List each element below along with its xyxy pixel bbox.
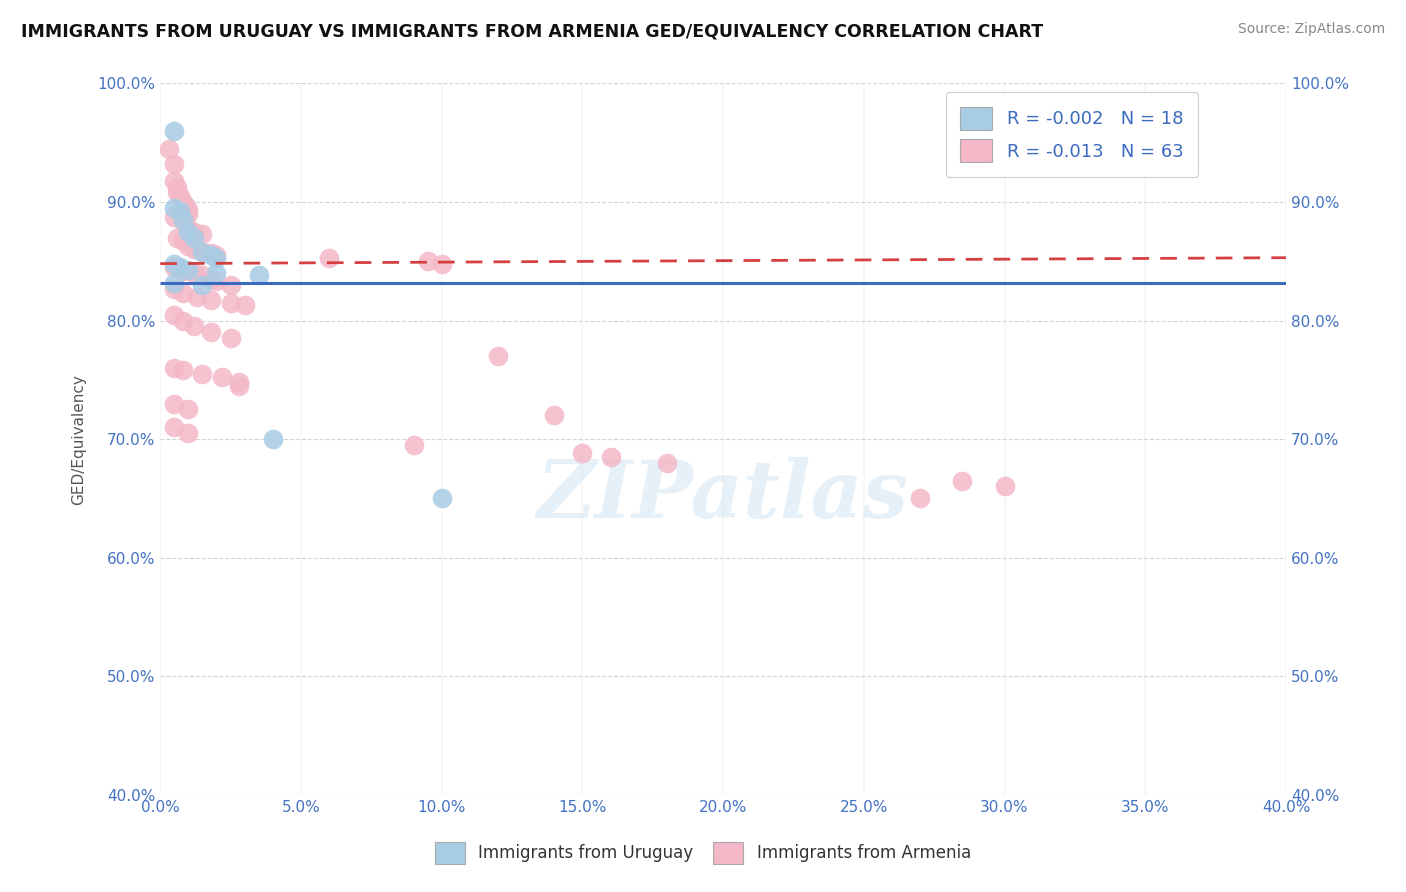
Legend: R = -0.002   N = 18, R = -0.013   N = 63: R = -0.002 N = 18, R = -0.013 N = 63 bbox=[946, 93, 1198, 177]
Point bbox=[163, 260, 186, 275]
Point bbox=[191, 244, 214, 259]
Point bbox=[262, 432, 284, 446]
Point bbox=[172, 286, 194, 301]
Point bbox=[177, 426, 200, 441]
Point bbox=[163, 360, 186, 375]
Point bbox=[183, 225, 205, 239]
Point bbox=[177, 207, 200, 221]
Point bbox=[163, 420, 186, 434]
Point bbox=[205, 274, 228, 288]
Point bbox=[172, 363, 194, 377]
Point bbox=[177, 262, 200, 277]
Point bbox=[205, 248, 228, 262]
Point bbox=[157, 142, 180, 156]
Point bbox=[186, 290, 208, 304]
Point bbox=[219, 295, 242, 310]
Point bbox=[200, 248, 222, 262]
Point bbox=[200, 326, 222, 340]
Point bbox=[183, 319, 205, 334]
Point bbox=[543, 409, 565, 423]
Point bbox=[205, 266, 228, 280]
Text: ZIPatlas: ZIPatlas bbox=[537, 458, 910, 534]
Point bbox=[177, 221, 200, 235]
Point bbox=[191, 268, 214, 283]
Point bbox=[163, 174, 186, 188]
Point bbox=[183, 230, 205, 244]
Point bbox=[163, 257, 186, 271]
Point bbox=[177, 225, 200, 239]
Point bbox=[200, 272, 222, 286]
Point bbox=[191, 367, 214, 381]
Legend: Immigrants from Uruguay, Immigrants from Armenia: Immigrants from Uruguay, Immigrants from… bbox=[429, 836, 977, 871]
Point bbox=[166, 179, 188, 194]
Point bbox=[166, 186, 188, 200]
Point bbox=[163, 276, 186, 290]
Point bbox=[993, 479, 1015, 493]
Point bbox=[200, 293, 222, 308]
Point bbox=[163, 281, 186, 295]
Point bbox=[166, 230, 188, 244]
Point bbox=[402, 438, 425, 452]
Point bbox=[219, 277, 242, 292]
Point bbox=[318, 251, 340, 265]
Point bbox=[172, 234, 194, 248]
Point bbox=[172, 212, 194, 227]
Point bbox=[247, 268, 270, 283]
Point bbox=[174, 198, 197, 212]
Point bbox=[163, 396, 186, 410]
Text: Source: ZipAtlas.com: Source: ZipAtlas.com bbox=[1237, 22, 1385, 37]
Point bbox=[163, 157, 186, 171]
Point bbox=[172, 313, 194, 327]
Point bbox=[486, 349, 509, 363]
Point bbox=[191, 244, 214, 259]
Point bbox=[172, 264, 194, 278]
Point bbox=[571, 446, 593, 460]
Point bbox=[908, 491, 931, 506]
Point bbox=[1135, 160, 1157, 174]
Point bbox=[233, 298, 256, 312]
Point bbox=[169, 260, 191, 275]
Point bbox=[183, 243, 205, 257]
Point bbox=[163, 211, 186, 225]
Point bbox=[228, 375, 250, 389]
Point bbox=[200, 246, 222, 260]
Point bbox=[177, 203, 200, 218]
Y-axis label: GED/Equivalency: GED/Equivalency bbox=[72, 374, 86, 505]
Point bbox=[163, 201, 186, 215]
Point bbox=[172, 194, 194, 209]
Point bbox=[172, 215, 194, 229]
Point bbox=[228, 378, 250, 392]
Point bbox=[169, 204, 191, 219]
Point bbox=[177, 402, 200, 417]
Point bbox=[599, 450, 621, 464]
Point bbox=[191, 277, 214, 292]
Point bbox=[219, 331, 242, 345]
Point bbox=[163, 124, 186, 138]
Point bbox=[183, 266, 205, 280]
Point bbox=[950, 474, 973, 488]
Point bbox=[169, 189, 191, 203]
Point bbox=[430, 257, 453, 271]
Point bbox=[211, 370, 233, 384]
Point bbox=[177, 239, 200, 253]
Point bbox=[430, 491, 453, 506]
Point bbox=[655, 456, 678, 470]
Point bbox=[191, 227, 214, 241]
Point bbox=[416, 254, 439, 268]
Text: IMMIGRANTS FROM URUGUAY VS IMMIGRANTS FROM ARMENIA GED/EQUIVALENCY CORRELATION C: IMMIGRANTS FROM URUGUAY VS IMMIGRANTS FR… bbox=[21, 22, 1043, 40]
Point bbox=[205, 251, 228, 265]
Point bbox=[163, 308, 186, 322]
